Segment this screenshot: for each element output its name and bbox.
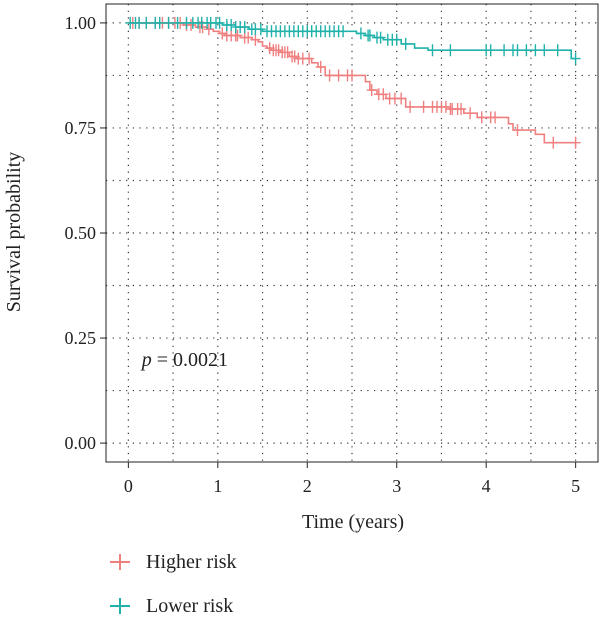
censor-mark xyxy=(570,52,581,65)
censor-mark xyxy=(214,16,225,29)
censor-mark xyxy=(315,61,326,73)
x-tick-label: 5 xyxy=(571,476,580,496)
censor-mark xyxy=(375,31,386,44)
censor-mark xyxy=(304,52,315,65)
censor-mark xyxy=(333,69,344,82)
censor-mark xyxy=(378,88,389,101)
censor-mark xyxy=(552,44,563,57)
x-axis-ticks: 0 1 2 3 4 5 xyxy=(124,462,580,496)
censor-mark xyxy=(364,29,375,42)
censor-mark xyxy=(400,37,411,50)
censor-mark xyxy=(440,100,451,113)
censor-mark xyxy=(456,103,467,115)
x-tick-label: 0 xyxy=(124,476,133,496)
censor-mark xyxy=(250,33,261,46)
censor-mark xyxy=(255,23,266,36)
censor-mark xyxy=(347,69,357,82)
y-axis-ticks: 0.00 0.25 0.50 0.75 1.00 xyxy=(65,13,106,453)
legend-key-lower-risk xyxy=(100,594,140,618)
legend-label-lower-risk: Lower risk xyxy=(146,594,234,617)
legend-key-higher-risk xyxy=(100,550,140,574)
censor-mark xyxy=(539,44,550,57)
censor-mark xyxy=(186,19,196,31)
survival-curve-lower-risk xyxy=(128,22,576,60)
censor-mark xyxy=(239,21,250,34)
y-tick-label: 0.25 xyxy=(65,328,97,348)
censor-mark xyxy=(548,136,559,149)
censor-group-lower-risk xyxy=(125,16,581,65)
censor-mark xyxy=(499,44,510,57)
grid-lines xyxy=(106,4,598,462)
censor-mark xyxy=(338,25,349,38)
censor-mark xyxy=(203,23,214,36)
censor-mark xyxy=(154,16,165,29)
censor-mark xyxy=(391,33,402,46)
y-tick-label: 0.75 xyxy=(65,118,97,138)
y-tick-label: 0.50 xyxy=(65,223,97,243)
x-axis-title: Time (years) xyxy=(302,511,404,533)
legend-label-higher-risk: Higher risk xyxy=(146,550,237,573)
censor-mark xyxy=(476,111,487,124)
legend-item-higher-risk: Higher risk xyxy=(100,540,237,584)
censor-mark xyxy=(217,27,228,40)
censor-mark xyxy=(418,100,429,113)
censor-mark xyxy=(366,84,377,97)
x-tick-label: 2 xyxy=(303,476,312,496)
censor-mark xyxy=(427,44,438,57)
censor-mark xyxy=(324,69,335,82)
legend: Higher risk Lower risk xyxy=(100,540,237,628)
censor-mark xyxy=(530,44,541,57)
censor-mark xyxy=(465,107,476,120)
censor-mark xyxy=(485,44,496,57)
p-value-annotation: p = 0.0021 xyxy=(140,349,228,371)
y-tick-label: 1.00 xyxy=(65,13,97,33)
y-axis-title: Survival probability xyxy=(3,152,25,313)
censor-marks xyxy=(125,16,581,149)
censor-mark xyxy=(141,16,152,29)
censor-mark xyxy=(512,44,523,57)
censor-mark xyxy=(172,16,183,29)
x-tick-label: 1 xyxy=(213,476,222,496)
p-value-symbol: p xyxy=(140,349,152,371)
censor-mark xyxy=(521,44,532,57)
p-value-text: = 0.0021 xyxy=(152,349,228,371)
censor-mark xyxy=(163,16,174,29)
censor-mark xyxy=(490,111,501,124)
censor-mark xyxy=(243,31,254,44)
x-tick-label: 4 xyxy=(482,476,491,496)
censor-mark xyxy=(512,124,523,137)
y-tick-label: 0.00 xyxy=(65,433,97,453)
censor-mark xyxy=(570,136,581,149)
censor-mark xyxy=(445,44,456,57)
censor-mark xyxy=(226,19,237,31)
censor-mark xyxy=(396,92,407,105)
legend-item-lower-risk: Lower risk xyxy=(100,584,237,628)
censor-mark xyxy=(355,27,366,40)
censor-mark xyxy=(232,29,243,42)
x-tick-label: 3 xyxy=(392,476,401,496)
censor-mark xyxy=(405,100,416,113)
